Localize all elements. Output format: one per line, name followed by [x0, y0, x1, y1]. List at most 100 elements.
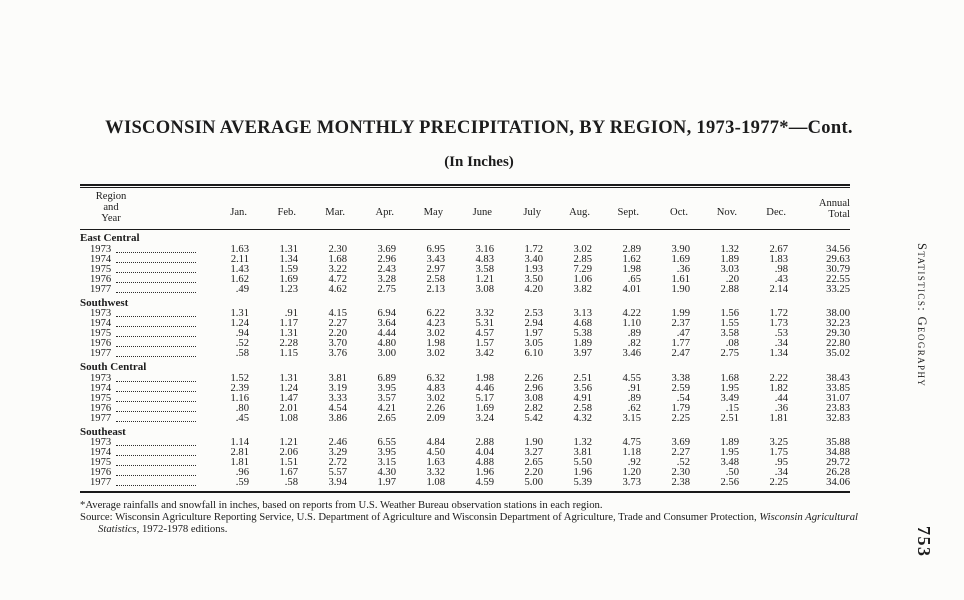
dot-leader [116, 356, 196, 357]
value-cell: 4.20 [524, 283, 543, 295]
year-label: 1973 [90, 437, 112, 448]
value-cell: 1.34 [279, 253, 298, 265]
year-label: 1977 [90, 348, 112, 359]
precipitation-table: Region and Year Jan. Feb. Mar. Apr. May June J… [80, 184, 878, 493]
value-cell: 1.51 [279, 457, 298, 468]
year-cell: 1974 [80, 447, 200, 458]
value-cell: 3.50 [524, 273, 543, 285]
value-cell: 1.08 [426, 477, 445, 488]
value-cell: 1.69 [671, 253, 690, 265]
year-label: 1977 [90, 412, 112, 424]
value-cell: 1.18 [622, 447, 641, 458]
value-cell: 1.68 [720, 372, 739, 384]
value-cell: 3.69 [671, 437, 690, 448]
value-cell: 4.15 [328, 308, 347, 319]
region-name-label: East Central [80, 232, 140, 244]
value-cell: 2.39 [230, 382, 249, 394]
value-cell: 4.21 [377, 402, 396, 414]
value-cell: 3.57 [377, 392, 396, 404]
value-cell: .91 [284, 308, 298, 319]
value-cell: 4.01 [622, 283, 641, 295]
value-cell: 1.59 [279, 263, 298, 275]
value-cell: 1.98 [426, 338, 445, 349]
value-cell: 5.31 [475, 318, 494, 329]
value-cell: 1.81 [230, 457, 249, 468]
value-cell: 4.88 [475, 457, 494, 468]
value-cell: 3.24 [475, 412, 494, 424]
year-label: 1977 [90, 477, 112, 488]
value-cell: 2.13 [426, 283, 445, 295]
value-cell: 3.02 [573, 243, 592, 255]
year-cell: 1973 [80, 244, 200, 255]
value-cell: 3.76 [328, 348, 347, 359]
annual-total-cell: 30.79 [826, 263, 850, 275]
value-cell: 1.95 [720, 447, 739, 458]
value-cell: 1.14 [230, 437, 249, 448]
value-cell: 3.02 [426, 348, 445, 359]
value-cell: 4.57 [475, 328, 494, 339]
value-cell: 4.54 [328, 402, 347, 414]
footnote-source-prefix: Source: Wisconsin Agriculture Reporting … [80, 511, 760, 524]
year-cell: 1976 [80, 467, 200, 478]
value-cell: 2.47 [671, 348, 690, 359]
region-name-row: Southeast [80, 426, 850, 439]
value-cell: 4.32 [573, 412, 592, 424]
value-cell: .58 [235, 348, 249, 359]
dot-leader [116, 410, 196, 412]
value-cell: 5.50 [573, 457, 592, 468]
value-cell: 1.67 [279, 467, 298, 478]
value-cell: 1.82 [769, 382, 788, 394]
value-cell: .82 [627, 338, 641, 349]
value-cell: 2.01 [279, 402, 298, 414]
value-cell: 1.31 [230, 308, 249, 319]
header-rule [80, 229, 850, 230]
value-cell: 3.25 [769, 437, 788, 448]
value-cell: 1.06 [573, 273, 592, 285]
value-cell: 3.15 [377, 457, 396, 468]
value-cell: 4.83 [426, 382, 445, 394]
value-cell: 5.00 [524, 477, 543, 488]
value-cell: 4.04 [475, 447, 494, 458]
month-headers: Jan. Feb. Mar. Apr. May June July Aug. Sept. Oct.… [200, 207, 788, 229]
value-cell: 1.95 [720, 382, 739, 394]
year-cell: 1977 [80, 477, 200, 488]
value-cell: .58 [284, 477, 298, 488]
dot-leader [116, 316, 196, 317]
year-cell: 1974 [80, 383, 200, 394]
month-header-may: May [423, 207, 443, 218]
value-cell: 1.62 [622, 253, 641, 265]
value-cell: .34 [774, 467, 788, 478]
annual-total-cell: 32.83 [826, 412, 850, 424]
dot-leader [116, 261, 196, 263]
value-cell: 2.11 [230, 253, 249, 265]
table-top-rule [80, 184, 850, 188]
region-name-cell: East Central [80, 232, 200, 245]
value-cell: 4.83 [475, 253, 494, 265]
value-cell: 3.49 [720, 392, 739, 404]
year-cell: 1975 [80, 393, 200, 404]
year-label: 1975 [90, 263, 112, 275]
value-cell: 3.32 [475, 308, 494, 319]
month-header-mar: Mar. [325, 207, 345, 218]
value-cell: 1.17 [279, 318, 298, 329]
value-cell: 4.22 [622, 308, 641, 319]
value-cell: 4.75 [622, 437, 641, 448]
year-label: 1974 [90, 253, 112, 265]
annual-total-cell: 22.80 [826, 338, 850, 349]
value-cell: 2.75 [720, 348, 739, 359]
value-cell: 2.81 [230, 447, 249, 458]
table-row-east-central-1973: 1973 1.63 1.31 2.30 3.69 6.95 3.16 1.72 3.02 2.89… [80, 243, 850, 255]
table-row-southeast-1977: 1977 .59 .58 3.94 1.97 1.08 4.59 5.00 5.39 3.73 2.… [80, 477, 850, 488]
value-cell: 3.69 [377, 243, 396, 255]
value-cell: 3.32 [426, 467, 445, 478]
value-cell: 2.88 [475, 437, 494, 448]
year-label: 1974 [90, 318, 112, 329]
table-row-southeast-1975: 1975 1.81 1.51 2.72 3.15 1.63 4.88 2.65 5.50 .92.… [80, 457, 850, 468]
region-year-header: Region and Year [80, 188, 200, 229]
value-cell: 6.32 [426, 372, 445, 384]
footnote-average: *Average rainfalls and snowfall in inche… [80, 499, 603, 511]
annual-total-cell: 33.25 [826, 283, 850, 295]
value-cell: 3.02 [426, 392, 445, 404]
value-cell: 2.30 [671, 467, 690, 478]
value-cell: 2.14 [769, 283, 788, 295]
